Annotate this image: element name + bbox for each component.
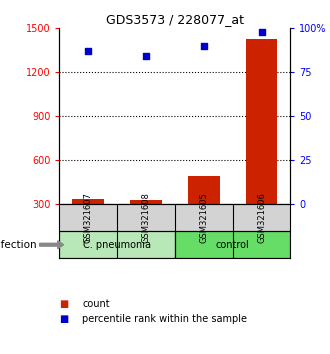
Title: GDS3573 / 228077_at: GDS3573 / 228077_at — [106, 13, 244, 26]
Point — [201, 43, 207, 49]
Text: infection: infection — [0, 240, 36, 250]
Point — [85, 48, 91, 54]
Text: percentile rank within the sample: percentile rank within the sample — [82, 314, 248, 324]
Bar — [130, 200, 162, 204]
Bar — [59, 231, 175, 258]
Bar — [188, 176, 220, 204]
Text: GSM321606: GSM321606 — [257, 192, 266, 243]
Text: GSM321607: GSM321607 — [84, 192, 93, 243]
Point — [143, 53, 148, 59]
Point — [259, 29, 264, 35]
Text: GSM321605: GSM321605 — [199, 192, 208, 243]
Bar — [175, 231, 290, 258]
Text: control: control — [216, 240, 249, 250]
Text: C. pneumonia: C. pneumonia — [83, 240, 151, 250]
Bar — [246, 39, 278, 204]
Text: count: count — [82, 299, 110, 309]
Text: ■: ■ — [59, 299, 69, 309]
Bar — [72, 199, 104, 204]
Text: ■: ■ — [59, 314, 69, 324]
Text: GSM321608: GSM321608 — [142, 192, 150, 243]
